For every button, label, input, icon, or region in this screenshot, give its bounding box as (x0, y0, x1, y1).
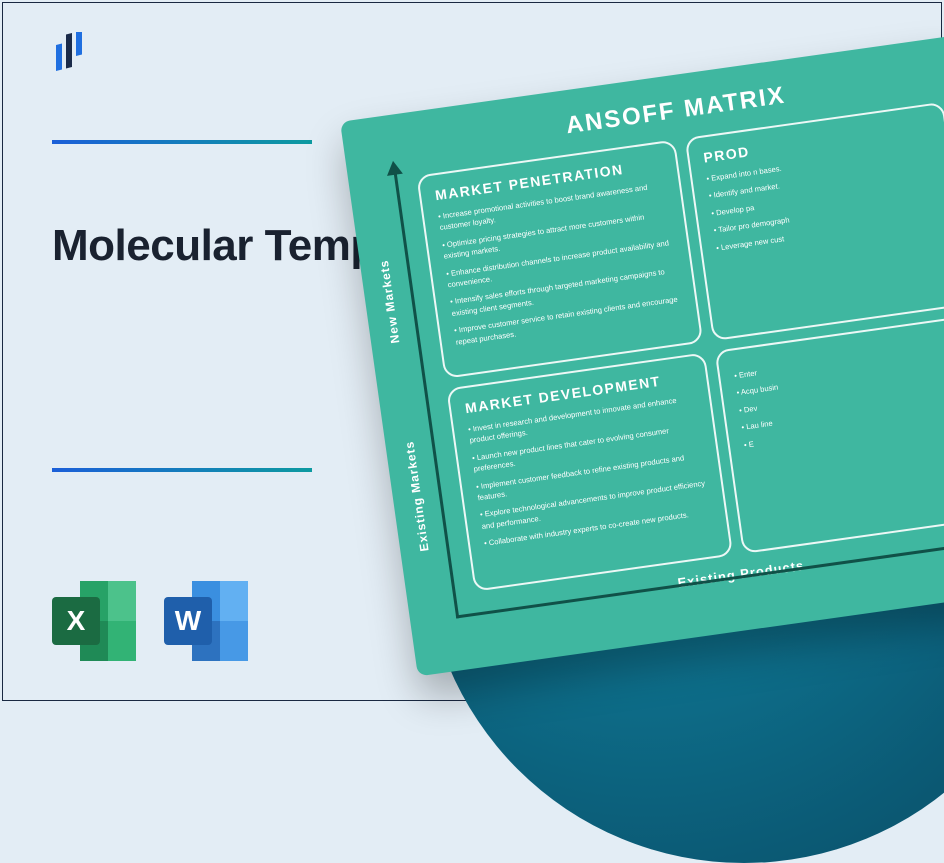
matrix-grid: MARKET PENETRATION Increase promotional … (416, 102, 944, 592)
divider-bottom (52, 468, 312, 472)
logo-icon (52, 32, 88, 85)
quadrant-market-penetration: MARKET PENETRATION Increase promotional … (416, 139, 703, 378)
y-axis-label-new: New Markets (377, 259, 403, 345)
y-axis-label-existing: Existing Markets (402, 440, 431, 552)
word-badge: W (164, 597, 212, 645)
quadrant-market-development: MARKET DEVELOPMENT Invest in research an… (446, 352, 733, 591)
divider-top (52, 140, 312, 144)
ansoff-matrix-card: New Markets Existing Markets ANSOFF MATR… (340, 36, 944, 677)
excel-badge: X (52, 597, 100, 645)
quadrant-product: PROD Expand into n bases. Identify and m… (685, 102, 944, 341)
quadrant-bullets: Enter Acqu busin Dev Lau line E (733, 339, 944, 451)
quadrant-bottom-right: Enter Acqu busin Dev Lau line E (715, 315, 944, 554)
word-icon: W (164, 581, 248, 661)
excel-icon: X (52, 581, 136, 661)
quadrant-bullets: Increase promotional activities to boost… (437, 179, 683, 347)
file-type-icons: X W (52, 581, 248, 661)
quadrant-bullets: Invest in research and development to in… (467, 392, 711, 549)
